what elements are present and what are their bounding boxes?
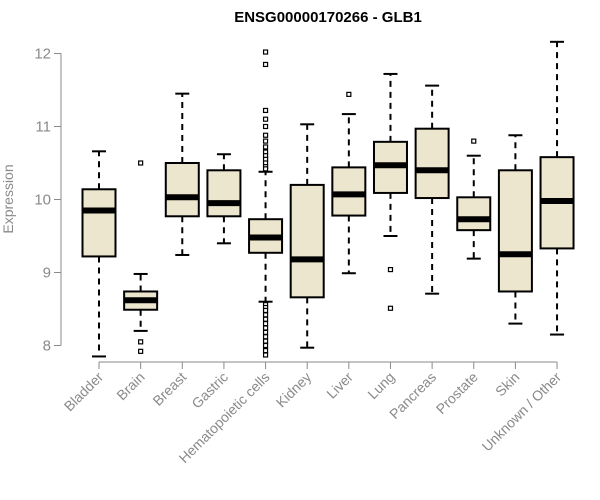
y-tick-label: 11 — [35, 119, 51, 136]
box-group — [206, 153, 242, 245]
chart-title: ENSG00000170266 - GLB1 — [234, 9, 422, 26]
box-iqr — [456, 196, 492, 232]
outlier-point — [262, 138, 269, 144]
box-iqr — [414, 127, 450, 200]
outlier-point — [262, 132, 269, 138]
x-tick-label: Unknown / Other — [479, 369, 565, 455]
outlier-point — [262, 61, 269, 68]
box-iqr — [289, 183, 325, 299]
outlier-point — [262, 49, 269, 55]
x-tick-label: Prostate — [433, 369, 481, 417]
box-group — [123, 160, 159, 354]
x-tick-label: Liver — [323, 369, 356, 402]
y-tick-label: 8 — [43, 338, 51, 355]
outlier-point — [262, 144, 269, 150]
box-group — [414, 84, 450, 295]
outlier-point — [262, 325, 269, 331]
outlier-point — [262, 123, 269, 130]
boxes — [81, 40, 575, 358]
box-iqr — [497, 169, 533, 293]
outlier-point — [262, 352, 269, 358]
outlier-point — [262, 334, 269, 340]
outlier-point — [262, 166, 269, 172]
outlier-point — [471, 138, 477, 144]
box-group — [81, 150, 117, 358]
box-group — [497, 134, 533, 325]
box-iqr — [206, 169, 242, 218]
outlier-point — [262, 321, 269, 327]
y-tick-label: 9 — [43, 265, 51, 282]
box-group — [456, 138, 492, 260]
outlier-point — [138, 160, 144, 166]
outlier-point — [138, 348, 144, 354]
y-tick-label: 12 — [34, 46, 51, 63]
outlier-point — [262, 107, 269, 114]
y-axis-label: Expression — [0, 164, 16, 233]
outlier-point — [346, 91, 352, 97]
x-tick-label: Bladder — [61, 369, 107, 415]
outlier-point — [262, 329, 269, 335]
x-tick-label: Skin — [492, 369, 523, 400]
box-group — [539, 40, 575, 336]
x-tick-label: Breast — [149, 369, 189, 409]
y-tick-label: 10 — [34, 192, 51, 209]
box-iqr — [81, 188, 117, 258]
outlier-point — [138, 339, 144, 345]
y-ticks: 8 9 10 11 12 — [34, 46, 61, 355]
x-tick-label: Lung — [364, 369, 397, 402]
outlier-point — [262, 312, 269, 318]
box-group — [289, 123, 325, 349]
outlier-point — [262, 342, 269, 349]
box-iqr — [164, 162, 200, 218]
x-tick-label: Brain — [113, 369, 147, 403]
outlier-point — [387, 305, 394, 311]
box-group — [331, 91, 367, 275]
box-group — [164, 92, 200, 256]
outlier-point — [387, 266, 394, 273]
box-group — [372, 72, 408, 311]
box-group — [248, 49, 284, 358]
outlier-point — [262, 338, 269, 344]
outlier-point — [262, 348, 269, 354]
outlier-point — [262, 116, 269, 122]
outlier-point — [262, 307, 269, 314]
x-tick-label: Kidney — [273, 369, 315, 411]
outlier-point — [262, 316, 269, 322]
